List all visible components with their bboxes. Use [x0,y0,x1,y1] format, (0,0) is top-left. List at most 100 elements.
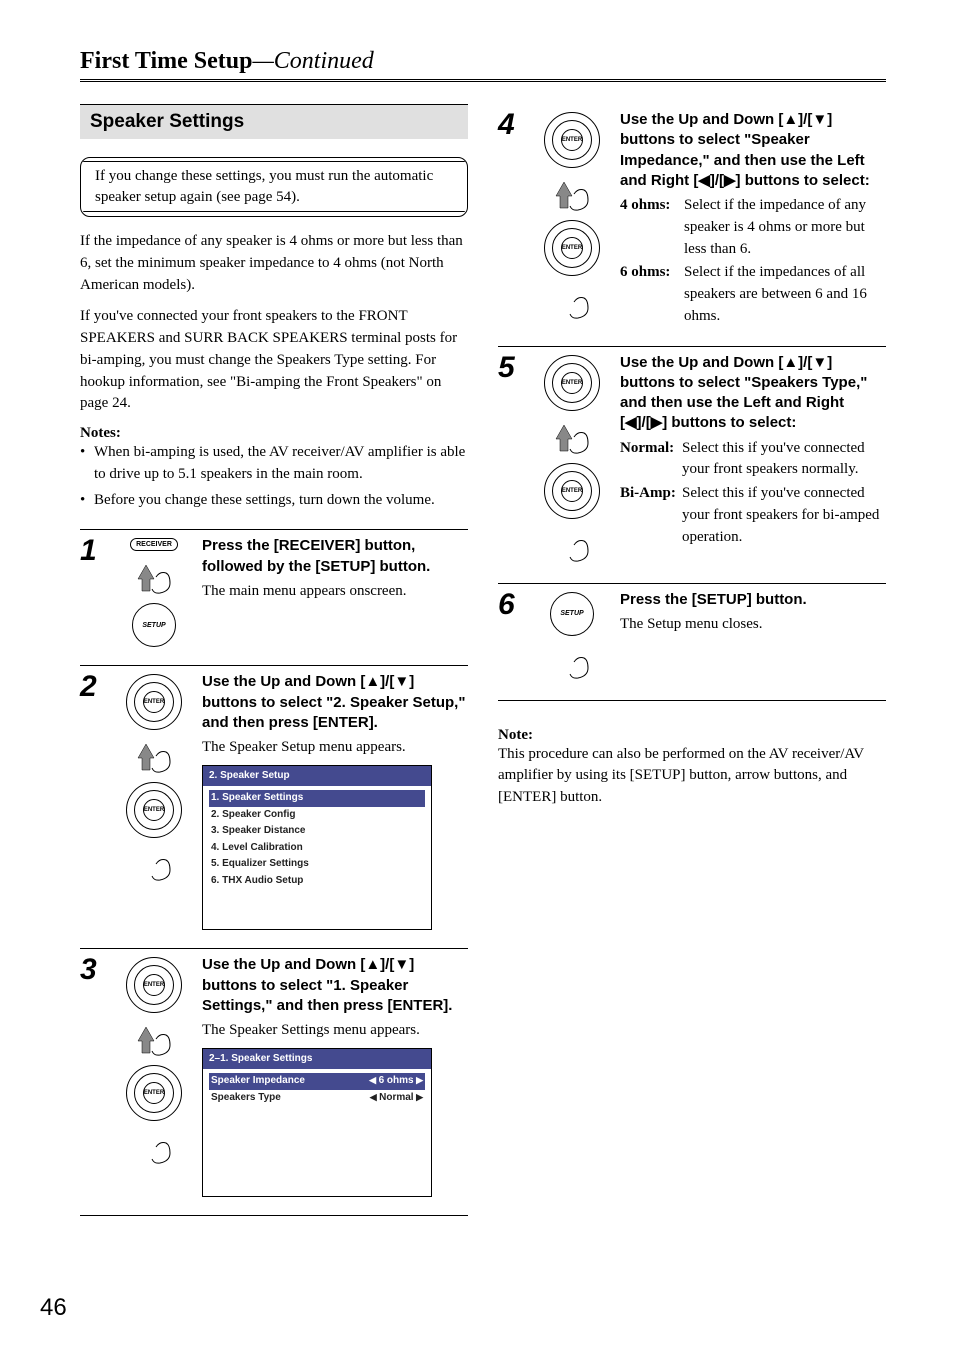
left-column: Speaker Settings If you change these set… [80,104,468,1222]
step-number: 5 [498,353,524,565]
step-body: Use the Up and Down [▲]/[▼] buttons to s… [202,955,468,1197]
note-item: Before you change these settings, turn d… [80,490,468,512]
option-row: 4 ohms: Select if the impedance of any s… [620,195,886,260]
osd-row: Speaker Impedance ◀ 6 ohms ▶ [209,1073,425,1090]
hand-icon [134,557,174,597]
osd-item: 6. THX Audio Setup [209,873,425,890]
step-icons: ENTER ENTER [118,955,190,1197]
hand-icon [552,417,592,457]
option-val: Select if the impedances of all speakers… [684,262,886,327]
step-instruction: Use the Up and Down [▲]/[▼] buttons to s… [620,353,886,434]
step-icons: RECEIVER SETUP [118,536,190,647]
note-item: When bi-amping is used, the AV receiver/… [80,442,468,486]
step-instruction: Press the [RECEIVER] button, followed by… [202,536,468,577]
step-body: Use the Up and Down [▲]/[▼] buttons to s… [202,672,468,930]
step-icons: ENTER ENTER [536,110,608,328]
setup-button-icon: SETUP [550,592,594,636]
step-separator [80,1215,468,1216]
enter-dpad-icon: ENTER [126,782,182,838]
two-column-layout: Speaker Settings If you change these set… [80,104,886,1222]
step-icons: ENTER ENTER [536,353,608,565]
osd-val: ◀ Normal ▶ [370,1091,423,1106]
paragraph-impedance: If the impedance of any speaker is 4 ohm… [80,231,468,296]
step-result: The main menu appears onscreen. [202,581,468,603]
osd-item: 5. Equalizer Settings [209,856,425,873]
enter-dpad-icon: ENTER [544,220,600,276]
hand-icon [552,525,592,565]
footnote-text: This procedure can also be performed on … [498,744,886,809]
step-result: The Setup menu closes. [620,614,886,636]
osd-key: Speaker Impedance [211,1074,305,1089]
callout-text: If you change these settings, you must r… [95,168,433,205]
osd-menu-speaker-settings: 2–1. Speaker Settings Speaker Impedance … [202,1048,432,1198]
notes-list: When bi-amping is used, the AV receiver/… [80,442,468,511]
step-3: 3 ENTER ENTER Use the Up and Down [▲]/[▼… [80,955,468,1197]
osd-item-selected: 1. Speaker Settings [209,790,425,807]
step-separator [80,529,468,530]
hand-icon [552,174,592,214]
option-val: Select this if you've connected your fro… [682,483,886,548]
header-ital: —Continued [252,48,373,74]
step-4: 4 ENTER ENTER Use the Up and Down [▲]/[▼… [498,110,886,328]
enter-dpad-icon: ENTER [544,355,600,411]
step-body: Use the Up and Down [▲]/[▼] buttons to s… [620,353,886,565]
notes-heading: Notes: [80,425,468,442]
osd-key: Speakers Type [211,1091,281,1106]
step-5: 5 ENTER ENTER Use the Up and Down [▲]/[▼… [498,353,886,565]
page-number: 46 [40,1294,67,1322]
setup-button-icon: SETUP [132,603,176,647]
step-number: 2 [80,672,106,930]
step-separator [80,665,468,666]
hand-icon [134,1127,174,1167]
osd-menu-speaker-setup: 2. Speaker Setup 1. Speaker Settings 2. … [202,765,432,931]
option-row: Bi-Amp: Select this if you've connected … [620,483,886,548]
enter-dpad-icon: ENTER [126,957,182,1013]
step-separator [80,948,468,949]
step-number: 4 [498,110,524,328]
hand-icon [134,736,174,776]
step-result: The Speaker Settings menu appears. [202,1020,468,1042]
option-key: 4 ohms: [620,195,682,260]
step-number: 6 [498,590,524,682]
section-heading: Speaker Settings [80,104,468,139]
hand-icon [552,282,592,322]
option-row: 6 ohms: Select if the impedances of all … [620,262,886,327]
step-separator [498,700,886,701]
footnote-heading: Note: [498,727,886,744]
step-number: 3 [80,955,106,1197]
step-instruction: Use the Up and Down [▲]/[▼] buttons to s… [202,955,468,1016]
option-val: Select this if you've connected your fro… [682,438,886,482]
step-separator [498,583,886,584]
osd-body: Speaker Impedance ◀ 6 ohms ▶ Speakers Ty… [203,1069,431,1196]
osd-item: 4. Level Calibration [209,840,425,857]
step-number: 1 [80,536,106,647]
hand-icon [134,844,174,884]
option-key: 6 ohms: [620,262,682,327]
paragraph-biamp: If you've connected your front speakers … [80,306,468,415]
step-6: 6 SETUP Press the [SETUP] button. The Se… [498,590,886,682]
osd-row: Speakers Type ◀ Normal ▶ [209,1090,425,1107]
step-body: Press the [SETUP] button. The Setup menu… [620,590,886,682]
hand-icon [134,1019,174,1059]
osd-title: 2–1. Speaker Settings [203,1049,431,1070]
enter-dpad-icon: ENTER [544,112,600,168]
step-result: The Speaker Setup menu appears. [202,737,468,759]
enter-dpad-icon: ENTER [126,1065,182,1121]
osd-title: 2. Speaker Setup [203,766,431,787]
osd-val: ◀ 6 ohms ▶ [369,1074,423,1089]
step-body: Press the [RECEIVER] button, followed by… [202,536,468,647]
step-1: 1 RECEIVER SETUP Press the [RECEIVER] bu… [80,536,468,647]
hand-icon [552,642,592,682]
step-instruction: Use the Up and Down [▲]/[▼] buttons to s… [202,672,468,733]
page-header: First Time Setup—Continued [80,48,886,82]
option-val: Select if the impedance of any speaker i… [684,195,886,260]
step-icons: ENTER ENTER [118,672,190,930]
step-2: 2 ENTER ENTER Use the Up and Down [▲]/[▼… [80,672,468,930]
option-key: Bi-Amp: [620,483,680,548]
callout-box: If you change these settings, you must r… [80,157,468,217]
step-separator [498,346,886,347]
right-column: 4 ENTER ENTER Use the Up and Down [▲]/[▼… [498,104,886,1222]
step-body: Use the Up and Down [▲]/[▼] buttons to s… [620,110,886,328]
osd-item: 3. Speaker Distance [209,823,425,840]
option-row: Normal: Select this if you've connected … [620,438,886,482]
